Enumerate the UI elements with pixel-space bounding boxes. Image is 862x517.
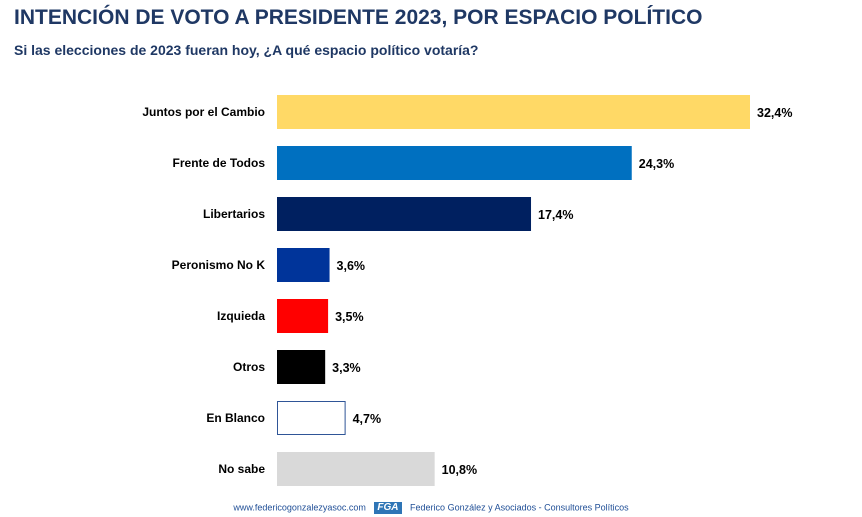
category-label-izquieda: Izquieda	[217, 309, 265, 323]
value-label-no-sabe: 10,8%	[442, 463, 477, 477]
category-label-juntos-por-el-cambio: Juntos por el Cambio	[142, 105, 265, 119]
value-label-en-blanco: 4,7%	[353, 412, 382, 426]
value-label-libertarios: 17,4%	[538, 208, 573, 222]
bar-frente-de-todos	[277, 146, 632, 180]
bar-otros	[277, 350, 326, 384]
footer-url[interactable]: www.federicogonzalezyasoc.com	[233, 502, 366, 513]
bar-izquieda	[277, 299, 329, 333]
value-label-izquieda: 3,5%	[335, 310, 364, 324]
value-label-juntos-por-el-cambio: 32,4%	[757, 106, 792, 120]
footer: www.federicogonzalezyasoc.com FGA Federi…	[0, 502, 862, 514]
category-label-peronismo-no-k: Peronismo No K	[172, 258, 266, 272]
category-label-otros: Otros	[233, 360, 265, 374]
bar-no-sabe	[277, 452, 435, 486]
category-label-en-blanco: En Blanco	[206, 411, 265, 425]
value-label-peronismo-no-k: 3,6%	[337, 259, 366, 273]
bar-libertarios	[277, 197, 532, 231]
category-label-no-sabe: No sabe	[218, 462, 265, 476]
footer-company: Federico González y Asociados - Consulto…	[410, 502, 629, 513]
category-label-libertarios: Libertarios	[203, 207, 265, 221]
bar-chart: Juntos por el Cambio 32,4% Frente de Todos…	[142, 95, 792, 486]
value-label-otros: 3,3%	[332, 361, 361, 375]
chart-title: INTENCIÓN DE VOTO A PRESIDENTE 2023, POR…	[14, 6, 703, 29]
value-label-frente-de-todos: 24,3%	[639, 157, 674, 171]
bar-peronismo-no-k	[277, 248, 330, 282]
chart-subtitle: Si las elecciones de 2023 fueran hoy, ¿A…	[14, 42, 479, 58]
bar-juntos-por-el-cambio	[277, 95, 750, 129]
category-label-frente-de-todos: Frente de Todos	[173, 156, 266, 170]
bar-en-blanco	[277, 401, 346, 435]
company-logo: FGA	[374, 502, 402, 514]
